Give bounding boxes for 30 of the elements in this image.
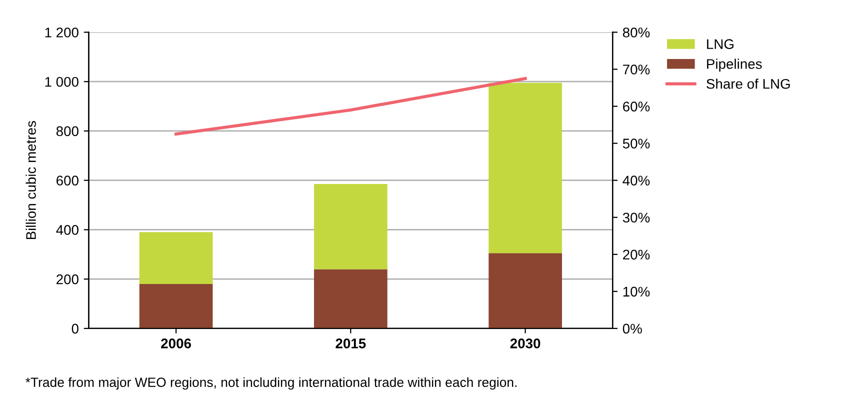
y-tick-label: 400 [56,225,78,235]
y-tick-label: 0 [72,324,78,334]
legend-label: Pipelines [707,58,762,72]
legend-label: Share of LNG [706,78,790,89]
text: *Trade from major WEO regions, not including international trade within each region. [26,377,516,390]
y-tick-label: 200 [56,274,78,284]
legend-label: LNG [707,39,734,50]
y2-tick-label: 50% [622,138,650,148]
y2-tick-label: 60% [623,102,650,112]
bar [139,232,213,284]
y-tick-label: 800 [56,126,78,136]
y2-tick-label: 80% [622,28,650,38]
x-tick-label: 2006 [161,338,191,348]
y2-tick-label: 40% [622,176,650,186]
bar [314,269,388,328]
y2-tick-label: 20% [623,250,650,260]
bar [488,82,562,254]
y2-tick-label: 70% [623,64,650,74]
x-tick-label: 2015 [336,338,366,348]
y2-tick-label: 0% [622,324,642,334]
y-tick-label: 1 200 [45,28,78,38]
x-tick-label: 2030 [510,338,540,348]
bar [139,284,213,328]
y2-tick-label: 10% [623,286,650,297]
bar [314,184,388,270]
y-tick-label: 600 [56,176,78,186]
y-tick-label: 1 000 [45,76,78,87]
y-axis-title: Billion cubic metres [26,121,36,240]
y2-tick-label: 30% [622,212,650,223]
bar [488,253,562,328]
